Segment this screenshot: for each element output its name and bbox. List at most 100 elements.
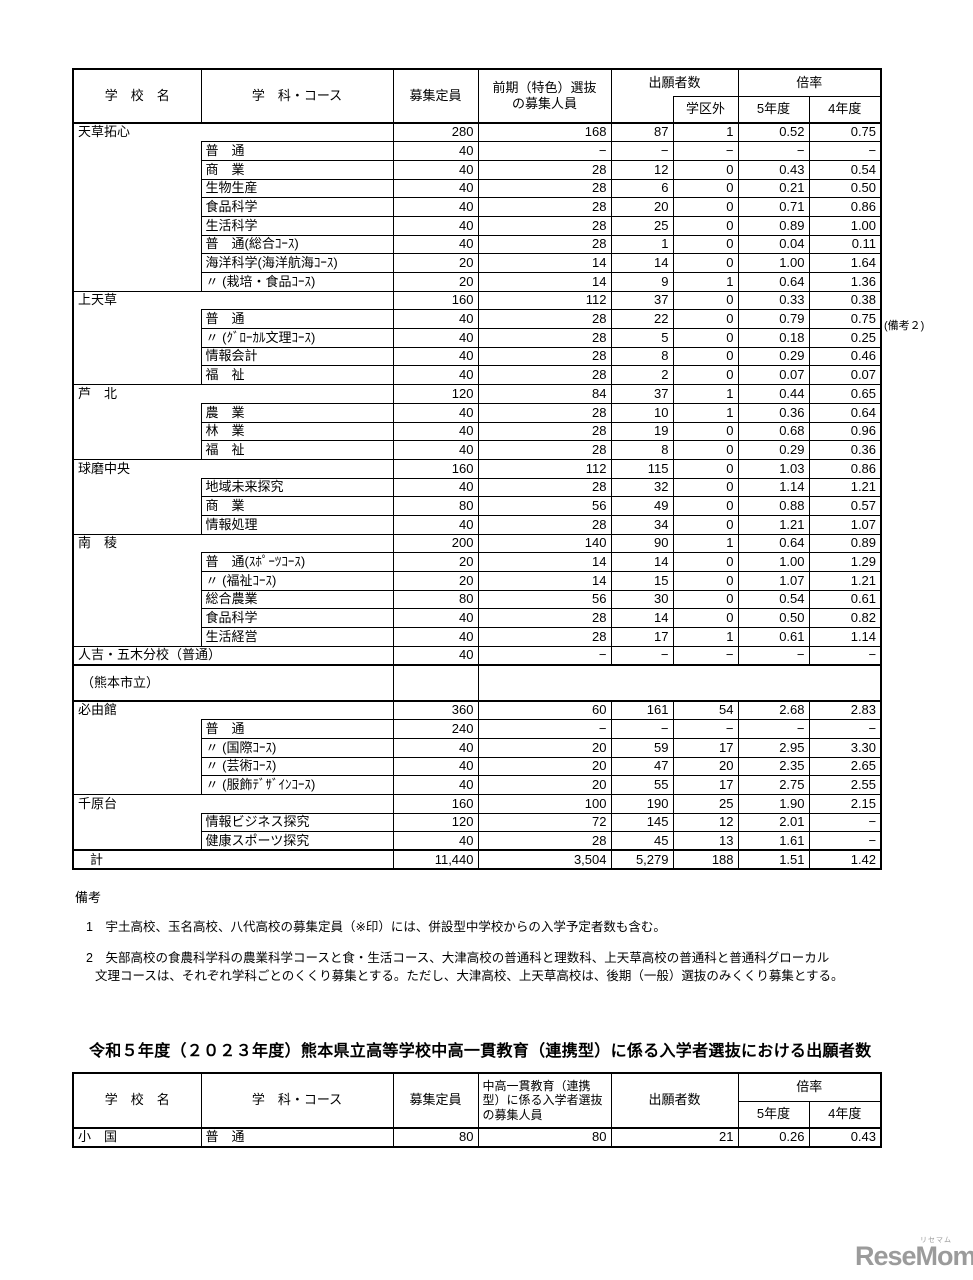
total-value-cell: 1.51 [737, 849, 810, 870]
value-cell: 0.43 [737, 159, 810, 180]
value-cell: 14 [477, 253, 612, 273]
course-name: 食品科学 [200, 608, 394, 629]
value-cell: − [808, 831, 882, 851]
value-cell: 0 [672, 571, 739, 591]
value-cell: 5 [610, 328, 674, 348]
value-cell: − [808, 719, 882, 739]
value-cell: 14 [610, 552, 674, 572]
resemom-logo-text: ReseMom. [855, 1241, 973, 1271]
course-name: 普 通(ｽﾎﾟｰﾂｺｰｽ) [200, 552, 394, 572]
total-row: 計 11,440 3,504 5,279 188 1.51 1.42 [72, 849, 882, 870]
value-cell: 0.64 [737, 533, 810, 554]
value-cell: 19 [610, 421, 674, 442]
value-cell: 0.64 [737, 272, 810, 292]
course-name: 〃 (福祉ｺｰｽ) [200, 571, 394, 591]
value-cell: 17 [610, 627, 674, 647]
value-cell: 0.07 [808, 365, 882, 386]
course-row: 〃 (ｸﾞﾛｰｶﾙ文理ｺｰｽ) 40 28 5 0 0.18 0.25 [73, 328, 882, 348]
value-cell: 40 [392, 756, 479, 777]
value-cell: 40 [392, 514, 479, 535]
value-cell: 2 [610, 365, 674, 386]
value-cell: 0 [672, 477, 739, 498]
total-value-cell: 5,279 [610, 849, 674, 870]
value-cell: 20 [477, 756, 612, 777]
value-cell: 1 [610, 234, 674, 255]
value-cell: 0.46 [808, 346, 882, 367]
value-cell: 14 [477, 272, 612, 292]
course-name: 総合農業 [200, 589, 394, 610]
course-name: 普 通 [200, 309, 394, 330]
course-row: 〃 (芸術ｺｰｽ) 40 20 47 20 2.35 2.65 [73, 756, 882, 777]
value-cell: 0 [672, 458, 739, 479]
course-name: 海洋科学(海洋航海ｺｰｽ) [200, 253, 394, 273]
value-cell: 1 [672, 627, 739, 647]
course-row: 普 通(ｽﾎﾟｰﾂｺｰｽ) 20 14 14 0 1.00 1.29 [72, 552, 882, 647]
value-cell: 1 [672, 533, 739, 554]
course-row: 地域未来探究 40 28 32 0 1.14 1.21 [72, 477, 882, 535]
value-cell: 28 [477, 197, 612, 217]
value-cell: 0.75 [808, 122, 882, 143]
course-row: 食品科学 40 28 14 0 0.50 0.82 [73, 608, 882, 629]
value-cell: 14 [610, 608, 674, 629]
col-header-school: 学 校 名 [72, 68, 202, 124]
value-cell: 360 [392, 700, 479, 721]
value-cell: 40 [392, 440, 479, 460]
value-cell: 1 [672, 384, 739, 404]
value-cell: 200 [392, 533, 479, 554]
total-label: 計 [72, 849, 394, 870]
value-cell: 56 [477, 496, 612, 516]
value-cell: 0 [672, 159, 739, 180]
value-cell: 87 [610, 122, 674, 143]
value-cell: 0 [672, 197, 739, 217]
school-row: 芦 北 120 84 37 1 0.44 0.65 [72, 384, 882, 404]
value-cell: 0 [672, 290, 739, 311]
value-cell: 0.89 [737, 215, 810, 236]
course-row: 〃 (栽培・食品ｺｰｽ) 20 14 9 1 0.64 1.36 [73, 272, 882, 292]
course-name: 福 祉 [200, 365, 394, 386]
value-cell: 2.83 [808, 700, 882, 721]
col-header-year5: 5年度 [737, 1100, 810, 1129]
col-header-ratio: 倍率 [737, 1072, 882, 1102]
value-cell: 59 [610, 737, 674, 758]
value-cell: 20 [477, 775, 612, 795]
value-cell: 0.82 [808, 608, 882, 629]
value-cell: 40 [392, 215, 479, 236]
second-table-header: 学 校 名 学 科・コース 募集定員 中高一貫教育（連携型）に係る入学者選抜の募… [72, 1072, 882, 1129]
value-cell: − [672, 141, 739, 161]
value-cell: 0 [672, 589, 739, 610]
value-cell: 60 [477, 700, 612, 721]
value-cell: 1.07 [808, 514, 882, 535]
value-cell: − [737, 645, 810, 666]
col-header-selection-capacity: 中高一貫教育（連携型）に係る入学者選抜の募集人員 [477, 1072, 612, 1129]
value-cell: 1.03 [737, 458, 810, 479]
value-cell: 240 [392, 719, 479, 739]
school-row: 必由館 360 60 161 54 2.68 2.83 [72, 700, 882, 721]
col-header-capacity: 募集定員 [392, 1072, 479, 1129]
value-cell: 0 [672, 365, 739, 386]
school-name-spacer [72, 309, 202, 386]
value-cell: 0.33 [737, 290, 810, 311]
col-header-year4: 4年度 [808, 95, 882, 124]
total-value-cell: 11,440 [392, 849, 479, 870]
value-cell: 17 [672, 775, 739, 795]
value-cell: 0.65 [808, 384, 882, 404]
second-table: 学 校 名 学 科・コース 募集定員 中高一貫教育（連携型）に係る入学者選抜の募… [72, 1072, 883, 1148]
school-row: 南 稜 200 140 90 1 0.64 0.89 [72, 533, 882, 554]
value-cell: 1 [672, 272, 739, 292]
value-cell: 0.86 [808, 197, 882, 217]
value-cell: 0.96 [808, 421, 882, 442]
course-row: 普 通 240− − − − − [72, 719, 882, 795]
value-cell: 0 [672, 421, 739, 442]
value-cell: 0 [672, 608, 739, 629]
city-designation-row: （熊本市立） [72, 663, 882, 702]
value-cell: 20 [392, 571, 479, 591]
course-row: 情報ビジネス探究 120 72 145 12 2.01− [72, 812, 882, 851]
school-name-spacer [72, 478, 202, 535]
value-cell: 84 [477, 384, 612, 404]
second-table-title: 令和５年度（２０２３年度）熊本県立高等学校中高一貫教育（連携型）に係る入学者選抜… [89, 1043, 872, 1060]
value-cell: 1.90 [737, 793, 810, 814]
value-cell: 25 [672, 793, 739, 814]
value-cell: 13 [672, 831, 739, 851]
value-cell: 0 [672, 552, 739, 572]
course-row: 生物生産 40 28 6 0 0.21 0.50 [73, 178, 882, 199]
